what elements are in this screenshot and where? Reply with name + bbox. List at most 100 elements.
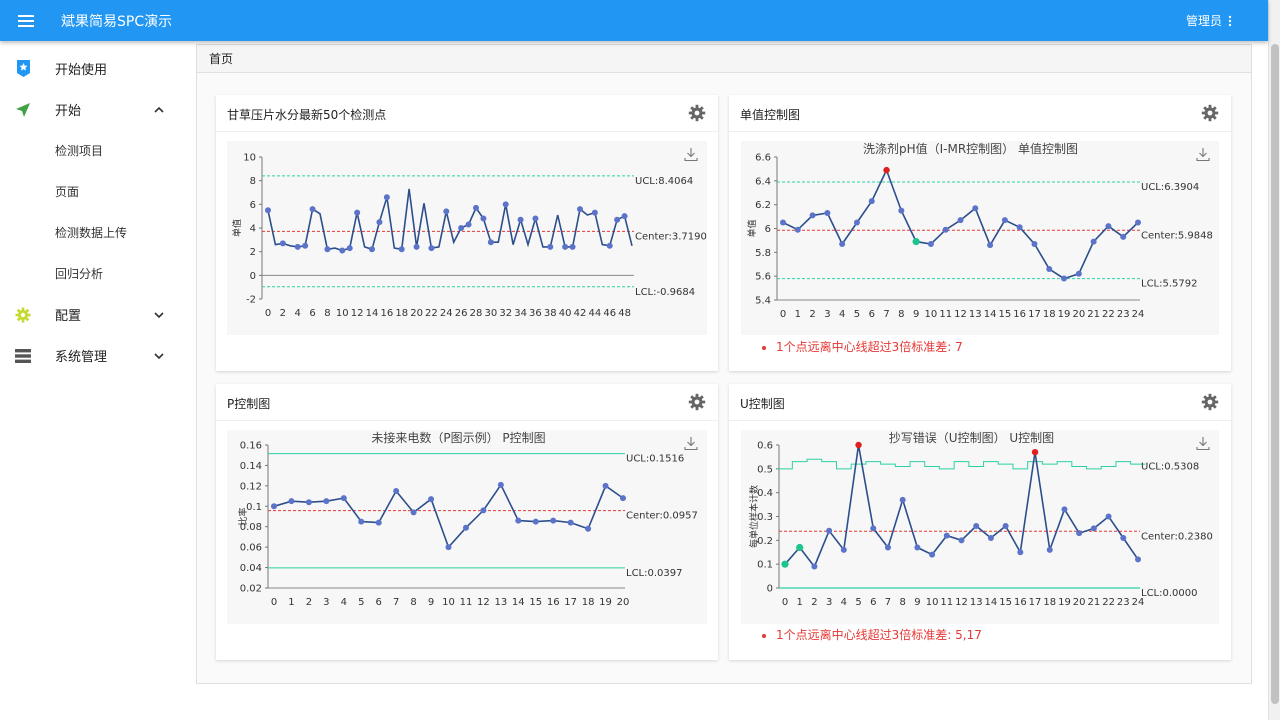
download-icon[interactable] (684, 148, 698, 162)
sidebar-item-start[interactable]: 开始 (0, 89, 196, 130)
data-point (621, 213, 628, 220)
data-point (517, 216, 524, 223)
download-icon[interactable] (1196, 437, 1210, 451)
gear-icon (14, 306, 32, 324)
settings-gear-icon[interactable] (688, 104, 706, 122)
card-divider (216, 420, 718, 421)
warning-text: 1个点远离中心线超过3倍标准差: 5,17 (776, 628, 982, 642)
sidebar-item-system-admin[interactable]: 系统管理 (0, 335, 196, 376)
data-point (398, 246, 405, 253)
data-point (614, 216, 621, 223)
x-tick-label: 0 (780, 309, 786, 320)
y-tick-label: 4 (250, 224, 256, 235)
ucl-label: UCL:6.3904 (1141, 182, 1199, 193)
lcl-label: LCL:0.0397 (626, 568, 682, 579)
settings-gear-icon[interactable] (1201, 104, 1219, 122)
chart-background (741, 141, 1219, 335)
x-tick-label: 11 (939, 309, 952, 320)
x-tick-label: 19 (1058, 309, 1071, 320)
x-tick-label: 18 (582, 597, 595, 608)
data-point (781, 560, 789, 568)
warning-message: 1个点远离中心线超过3倍标准差: 7 (762, 338, 963, 355)
data-point (369, 246, 375, 253)
sidebar-item-config[interactable]: 配置 (0, 294, 196, 335)
x-tick-label: 48 (618, 308, 631, 319)
menu-button[interactable] (0, 0, 52, 41)
data-point (473, 204, 479, 211)
sidebar-subitem-pages[interactable]: 页面 (55, 185, 80, 199)
x-tick-label: 1 (795, 309, 801, 320)
x-tick-label: 8 (899, 597, 905, 608)
data-point (532, 215, 539, 222)
y-axis-label: 单值 (746, 219, 758, 237)
x-tick-label: 24 (1132, 309, 1145, 320)
y-tick-label: 0.02 (240, 584, 262, 595)
sidebar-subitem-regression[interactable]: 回归分析 (55, 267, 104, 281)
download-icon[interactable] (684, 437, 698, 451)
y-tick-label: 0.2 (757, 536, 773, 547)
data-point (809, 212, 816, 219)
x-tick-label: 22 (1102, 597, 1115, 608)
data-point (958, 537, 965, 544)
sidebar-item-label: 开始使用 (55, 63, 108, 78)
x-tick-label: 17 (1029, 597, 1042, 608)
y-tick-label: 5.8 (755, 248, 771, 259)
x-tick-label: 7 (393, 597, 399, 608)
bullet-dot (762, 633, 766, 638)
data-point (973, 523, 980, 530)
ucl-label: UCL:8.4064 (635, 176, 693, 187)
data-point (340, 495, 347, 502)
x-tick-label: 0 (271, 597, 277, 608)
download-icon-glyph (1196, 148, 1210, 162)
lcl-label: LCL:0.0000 (1141, 588, 1197, 599)
x-tick-label: 4 (841, 597, 847, 608)
download-icon[interactable] (1196, 148, 1210, 162)
x-tick-label: 3 (824, 309, 830, 320)
card-moisture-chart: 甘草压片水分最新50个检测点 -2 0 2 4 6 8 10 单值 0 2 4 6 8 10 12 14 16 1… (216, 95, 718, 371)
card-title: P控制图 (227, 397, 271, 411)
user-menu[interactable]: 管理员 (1186, 12, 1232, 29)
chevron-down-icon[interactable] (152, 308, 166, 322)
sidebar-subitem-data-upload[interactable]: 检测数据上传 (55, 226, 128, 240)
card-title: U控制图 (740, 397, 785, 411)
chevron-down-icon[interactable] (152, 349, 166, 363)
x-tick-label: 20 (617, 597, 630, 608)
x-tick-label: 46 (603, 308, 616, 319)
x-tick-label: 20 (1072, 309, 1085, 320)
data-point (445, 544, 452, 551)
lcl-label: LCL:5.5792 (1141, 279, 1197, 290)
data-point (602, 482, 609, 489)
x-tick-label: 24 (1132, 597, 1145, 608)
data-point (376, 219, 383, 226)
data-point (354, 209, 361, 216)
x-tick-label: 6 (309, 308, 315, 319)
x-tick-label: 7 (883, 309, 889, 320)
chevron-up-icon[interactable] (152, 103, 166, 117)
data-point (480, 507, 487, 514)
send-arrow-icon (14, 101, 32, 119)
settings-gear-icon[interactable] (1201, 393, 1219, 411)
data-point (1046, 546, 1053, 553)
card-divider (216, 131, 718, 132)
y-tick-label: 5.4 (755, 296, 771, 307)
x-tick-label: 36 (529, 308, 542, 319)
data-point (1075, 270, 1082, 277)
data-point (1031, 448, 1039, 456)
download-icon-glyph (684, 437, 698, 451)
x-tick-label: 21 (1087, 309, 1100, 320)
sidebar-item-getting-started[interactable]: 开始使用 (0, 48, 196, 89)
data-point (1120, 233, 1127, 240)
card-divider (729, 131, 1231, 132)
sidebar-subitem-inspection-items[interactable]: 检测项目 (55, 144, 104, 158)
scrollbar-thumb[interactable] (1271, 44, 1279, 704)
center-label: Center:5.9848 (1141, 230, 1213, 241)
data-point (309, 206, 316, 213)
vertical-scrollbar[interactable] (1268, 0, 1280, 720)
y-axis-label: 比率 (237, 507, 249, 525)
x-tick-label: 13 (969, 309, 982, 320)
card-individuals-chart: 单值控制图 洗涤剂pH值（I-MR控制图） 单值控制图 5.4 5.6 5.8 6 6.2… (729, 95, 1231, 371)
settings-gear-icon[interactable] (688, 393, 706, 411)
data-point (883, 166, 890, 174)
x-tick-label: 6 (869, 309, 875, 320)
app-title: 斌果简易SPC演示 (61, 13, 173, 30)
